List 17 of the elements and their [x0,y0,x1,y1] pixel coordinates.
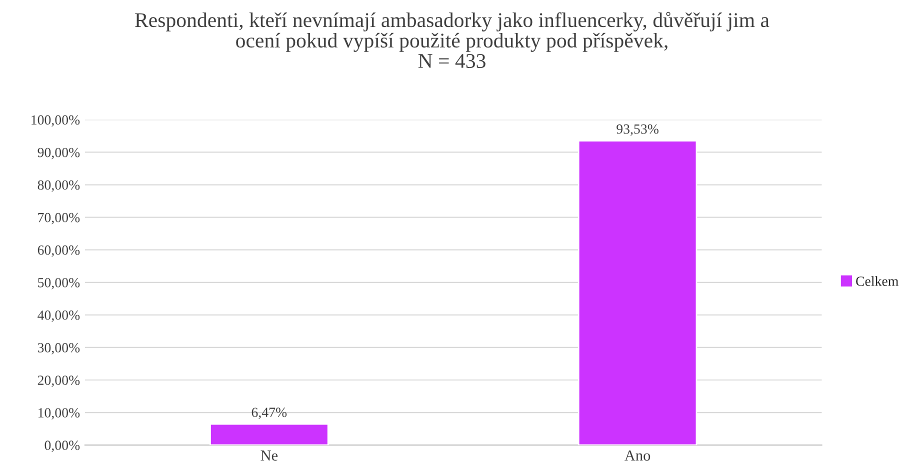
y-tick-label: 90,00% [38,148,80,160]
chart-title: Respondenti, kteří nevnímají ambasadorky jako influencerky, důvěřují jim a ocení pokud vypíší použité produkty pod příspěvek, N = 433 [135,12,770,68]
x-tick-label: Ne [260,450,278,461]
y-tick-label: 80,00% [38,180,80,192]
y-tick-label: 40,00% [38,310,80,322]
y-tick-label: 50,00% [38,278,80,290]
y-tick-label: 10,00% [38,408,80,420]
data-label: 6,47% [252,408,287,420]
y-tick-label: 60,00% [38,245,80,257]
y-tick-label: 100,00% [32,115,80,127]
y-tick-label: 30,00% [38,343,80,354]
data-label: 93,53% [616,124,658,136]
y-tick-label: 0,00% [44,440,80,452]
y-tick-label: 70,00% [38,212,80,224]
x-tick-label: Ano [624,450,650,461]
y-tick-label: 20,00% [38,376,80,387]
legend-label: Celkem [856,276,898,286]
